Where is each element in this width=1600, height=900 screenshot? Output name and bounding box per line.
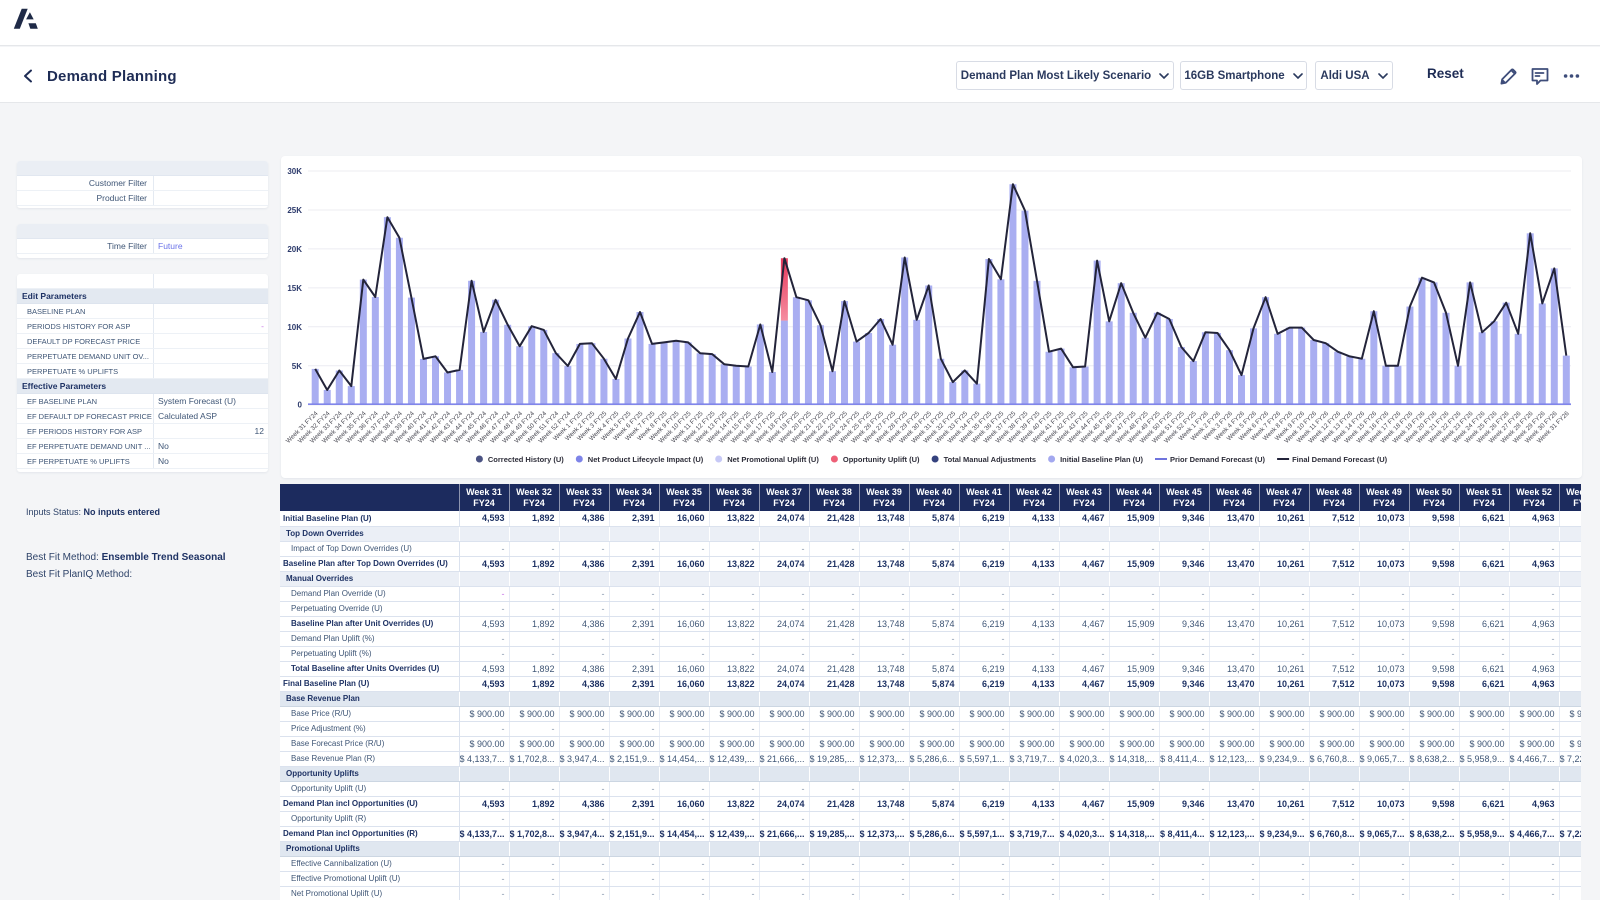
- svg-text:Final Demand Forecast (U): Final Demand Forecast (U): [1292, 455, 1388, 464]
- svg-text:Prior Demand Forecast (U): Prior Demand Forecast (U): [1170, 455, 1266, 464]
- svg-text:Total Manual Adjustments: Total Manual Adjustments: [944, 455, 1037, 464]
- svg-text:25K: 25K: [287, 206, 302, 215]
- svg-text:Net Promotional Uplift (U): Net Promotional Uplift (U): [727, 455, 819, 464]
- svg-text:5K: 5K: [292, 362, 302, 371]
- svg-text:Initial Baseline Plan (U): Initial Baseline Plan (U): [1060, 455, 1143, 464]
- svg-text:20K: 20K: [287, 245, 302, 254]
- svg-text:30K: 30K: [287, 167, 302, 176]
- svg-text:15K: 15K: [287, 284, 302, 293]
- svg-text:Opportunity Uplift (U): Opportunity Uplift (U): [843, 455, 920, 464]
- svg-text:Corrected History (U): Corrected History (U): [488, 455, 564, 464]
- svg-text:Net Product Lifecycle Impact (: Net Product Lifecycle Impact (U): [588, 455, 704, 464]
- svg-text:0: 0: [298, 401, 303, 410]
- svg-text:10K: 10K: [287, 323, 302, 332]
